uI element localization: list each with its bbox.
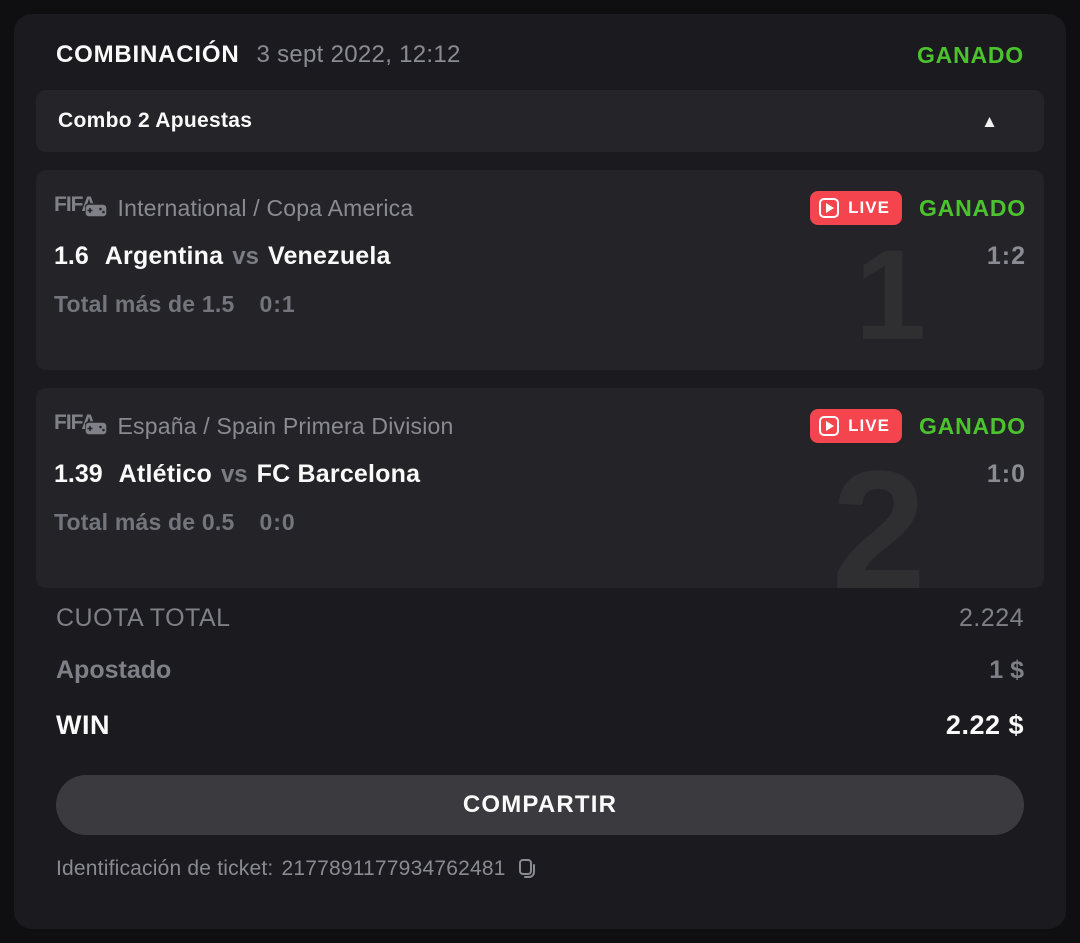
ticket-header: COMBINACIÓN 3 sept 2022, 12:12 GANADO: [36, 14, 1044, 90]
ticket-date: 3 sept 2022, 12:12: [256, 41, 461, 68]
fifa-esports-icon: FIFA: [54, 193, 108, 223]
bet-1-market-score: 0:1: [259, 291, 296, 317]
bet-2-match-row: 1.39 Atlético vs FC Barcelona 1:0: [54, 460, 1026, 489]
combo-label: Combo 2 Apuestas: [58, 109, 253, 132]
play-icon: [819, 198, 840, 218]
win-label: WIN: [56, 710, 110, 740]
copy-icon[interactable]: [516, 857, 540, 881]
bet-2-market: Total más de 0.5: [54, 509, 235, 535]
chevron-up-icon[interactable]: ▲: [981, 111, 998, 131]
win-row: WIN 2.22 $: [56, 710, 1024, 741]
bet-1-league: International / Copa America: [117, 194, 414, 221]
bet-2-odds: 1.39: [54, 460, 103, 488]
bet-1-match-row: 1.6 Argentina vs Venezuela 1:2: [54, 242, 1026, 271]
bet-1-market-row: Total más de 1.5 0:1: [54, 291, 1026, 318]
total-odds-row: CUOTA TOTAL 2.224: [56, 604, 1024, 633]
fifa-esports-icon: FIFA: [54, 411, 108, 441]
play-icon: [819, 416, 840, 436]
bet-ticket-panel: COMBINACIÓN 3 sept 2022, 12:12 GANADO Co…: [14, 14, 1066, 929]
bet-2-market-score: 0:0: [259, 509, 296, 535]
totals-section: CUOTA TOTAL 2.224 Apostado 1 $ WIN 2.22 …: [36, 604, 1044, 741]
live-badge: LIVE: [810, 409, 902, 443]
total-odds-label: CUOTA TOTAL: [56, 604, 231, 632]
combo-toggle-bar[interactable]: Combo 2 Apuestas ▲: [36, 90, 1044, 152]
stake-value: 1 $: [989, 656, 1024, 684]
bet-2-league: España / Spain Primera Division: [117, 412, 454, 439]
bet-2-score: 1:0: [986, 460, 1026, 488]
stake-label: Apostado: [56, 656, 172, 684]
vs-label: vs: [220, 461, 248, 488]
total-odds-value: 2.224: [958, 604, 1024, 632]
bet-1-away-team: Venezuela: [267, 242, 391, 270]
ticket-id-value: 2177891177934762481: [281, 857, 506, 880]
ticket-status-badge: GANADO: [916, 41, 1024, 68]
bet-2-number-watermark: 2: [831, 436, 926, 588]
bet-2-home-team: Atlético: [118, 460, 212, 488]
bet-card-1: FIFA International / Copa America LIVE G…: [36, 170, 1044, 370]
bet-2-status: GANADO: [918, 412, 1026, 439]
bet-2-market-row: Total más de 0.5 0:0: [54, 509, 1026, 536]
bet-2-header: FIFA España / Spain Primera Division LIV…: [54, 409, 1026, 443]
vs-label: vs: [232, 243, 259, 270]
bet-1-status: GANADO: [918, 194, 1026, 221]
bet-1-odds: 1.6: [54, 242, 89, 270]
ticket-type-title: COMBINACIÓN: [56, 41, 240, 68]
live-badge: LIVE: [810, 191, 902, 225]
bet-1-home-team: Argentina: [104, 242, 224, 270]
bet-1-market: Total más de 1.5: [54, 291, 235, 317]
bet-1-score: 1:2: [986, 242, 1026, 270]
bet-card-2: FIFA España / Spain Primera Division LIV…: [36, 388, 1044, 588]
ticket-id-row: Identificación de ticket: 21778911779347…: [36, 857, 1044, 881]
share-button[interactable]: COMPARTIR: [56, 775, 1024, 835]
win-value: 2.22 $: [945, 710, 1024, 740]
bet-1-number-watermark: 1: [854, 224, 926, 367]
ticket-id-label: Identificación de ticket:: [56, 857, 274, 880]
stake-row: Apostado 1 $: [56, 656, 1024, 685]
bet-1-header: FIFA International / Copa America LIVE G…: [54, 191, 1026, 225]
bet-2-away-team: FC Barcelona: [256, 460, 421, 488]
